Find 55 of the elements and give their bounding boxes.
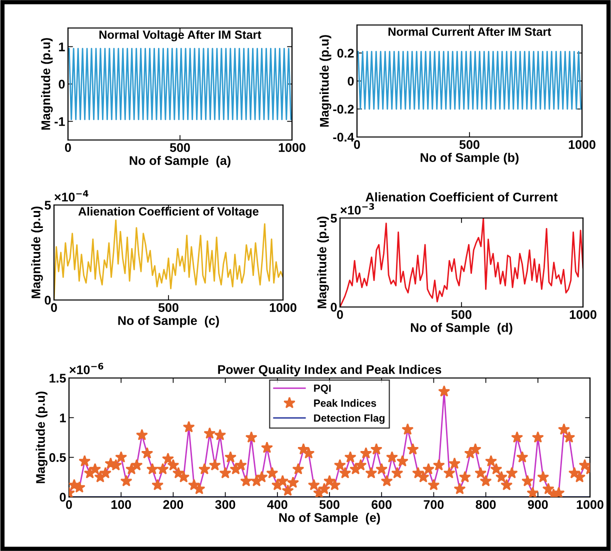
y-tick-label: 5 [44,200,51,210]
x-tick-label: 300 [215,500,236,509]
x-tick-label: 500 [170,143,190,152]
y-axis-title: Magnitude (p.u) [36,392,48,484]
y-tick-label: -0.2 [333,104,354,114]
chart-title: Normal Voltage After IM Start [99,30,262,42]
chart-title: Alienation Coefficient of Current [366,192,558,202]
x-tick-label: 500 [319,500,340,509]
chart-title: Normal Current After IM Start [388,27,552,36]
x-tick-label: 0 [354,140,360,149]
x-axis-title: No of Sample (a) [130,156,230,168]
x-axis-title: No of Sample (b) [420,152,519,164]
x-tick-label: 600 [372,500,392,509]
x-tick-label: 500 [158,303,178,312]
x-tick-label: 700 [424,500,444,509]
x-tick-label: 1000 [570,310,596,319]
y-tick-label: 0 [60,492,66,502]
y-tick-label: 0 [44,296,51,305]
y-tick-label: 0 [348,76,354,86]
x-tick-label: 200 [163,500,184,509]
y-axis-title: Magnitude (p.u) [41,38,53,130]
x-tick-label: 500 [459,140,480,149]
x-tick-label: 400 [267,500,288,509]
legend-label: PQI [314,384,331,394]
x-tick-label: 800 [476,500,496,509]
x-tick-label: 1000 [568,140,596,149]
y-tick-label: 5 [330,214,337,223]
chart-title: Power Quality Index and Peak Indices [218,364,442,376]
legend-label: Detection Flag [314,414,384,424]
text: ×10$^{−3}$ [340,203,374,215]
y-tick-label: 0 [58,80,65,89]
x-tick-label: 0 [66,500,72,509]
x-tick-label: 900 [528,500,548,509]
text: ×10$^{−6}$ [70,362,104,374]
y-tick-label: 0.5 [49,453,66,462]
x-axis-title: No of Sample (c) [118,316,219,328]
legend-label: Peak Indices [314,399,376,407]
text: ×10$^{−4}$ [54,190,88,202]
x-tick-label: 1000 [270,303,296,312]
y-axis-title: Magnitude (p.u) [317,216,329,308]
chart-title: Alienation Coefficient of Voltage [78,206,259,218]
y-axis-title: Magnitude (p.u) [320,35,332,127]
y-tick-label: 1 [59,42,65,52]
x-tick-label: 1000 [278,143,306,152]
x-axis-title: No of Sample (e) [279,512,380,524]
x-tick-label: 1000 [576,500,604,509]
y-tick-label: -0.4 [333,132,354,142]
y-tick-label: 1.5 [50,374,66,383]
y-tick-label: -1 [54,117,65,126]
x-tick-label: 500 [451,310,472,319]
y-tick-label: 1 [60,414,66,422]
x-axis-title: No of Sample (d) [410,322,512,334]
y-axis-title: Magnitude (p.u) [31,206,43,298]
x-tick-label: 100 [111,500,132,509]
y-tick-label: 0.2 [337,48,354,58]
